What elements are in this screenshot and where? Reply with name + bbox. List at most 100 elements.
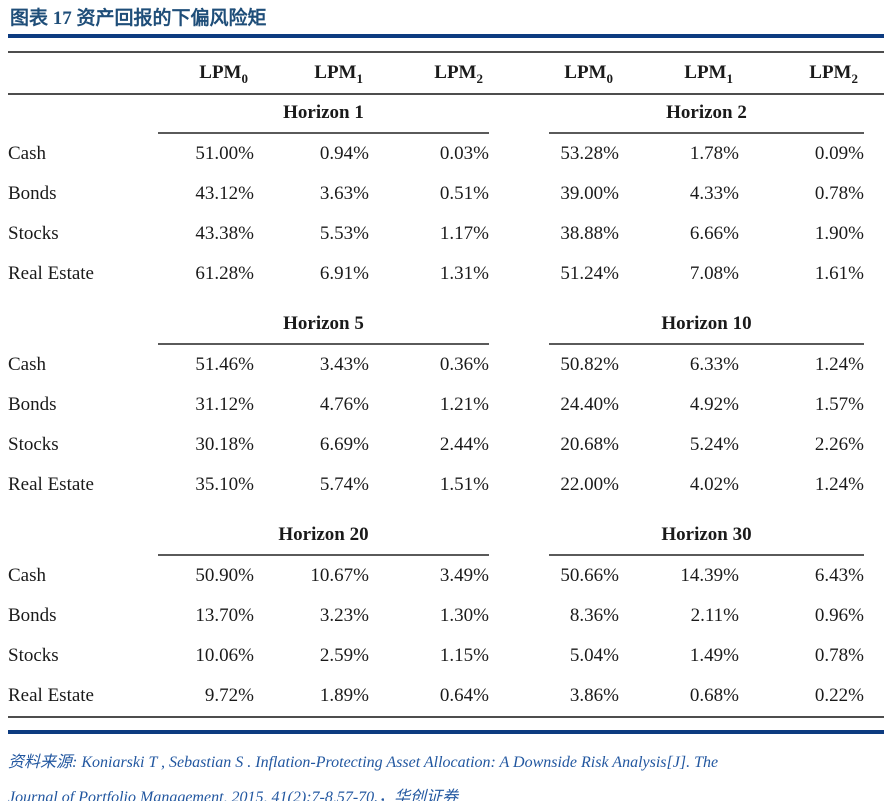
lpm-value-cell: 30.18% — [195, 434, 254, 455]
table-row: Bonds 31.12% 4.76% 1.21% 24.40% 4.92% 1.… — [8, 385, 884, 425]
asset-label: Real Estate — [8, 474, 94, 495]
horizon-row: Horizon 5 Horizon 10 — [8, 294, 884, 345]
lpm-value-cell: 3.43% — [319, 354, 369, 375]
lpm-value-cell: 1.57% — [814, 394, 864, 415]
lpm-value-cell: 38.88% — [560, 223, 619, 244]
lpm-value-cell: 1.78% — [689, 143, 739, 164]
lpm-value-cell: 50.66% — [560, 565, 619, 586]
source-line-1: 资料来源: Koniarski T , Sebastian S . Inflat… — [8, 754, 719, 771]
column-gap — [489, 52, 549, 95]
lpm-value-cell: 2.59% — [319, 645, 369, 666]
lpm-value-cell: 53.28% — [560, 143, 619, 164]
table-row: Stocks 10.06% 2.59% 1.15% 5.04% 1.49% 0.… — [8, 636, 884, 676]
lpm-value-cell: 1.15% — [439, 645, 489, 666]
asset-label: Stocks — [8, 223, 59, 244]
lpm-value-cell: 3.23% — [319, 605, 369, 626]
lpm-value-cell: 1.51% — [439, 474, 489, 495]
lpm-header: LPM1 — [254, 52, 369, 95]
lpm-value-cell: 0.22% — [814, 685, 864, 706]
lpm-value-cell: 3.63% — [319, 183, 369, 204]
horizon-title: Horizon 30 — [549, 505, 864, 556]
lpm-value-cell: 1.49% — [689, 645, 739, 666]
lpm-value-cell: 1.21% — [439, 394, 489, 415]
horizon-title: Horizon 20 — [158, 505, 489, 556]
lpm-value-cell: 1.89% — [319, 685, 369, 706]
lpm-value-cell: 9.72% — [204, 685, 254, 706]
table-row: Cash 51.00% 0.94% 0.03% 53.28% 1.78% 0.0… — [8, 133, 884, 174]
table-right-pad — [864, 52, 884, 95]
horizon-title: Horizon 10 — [549, 294, 864, 345]
figure-title: 图表 17 资产回报的下偏风险矩 — [10, 8, 267, 29]
asset-label: Stocks — [8, 645, 59, 666]
lpm-value-cell: 20.68% — [560, 434, 619, 455]
lpm-value-cell: 6.69% — [319, 434, 369, 455]
asset-label: Cash — [8, 353, 46, 375]
lpm-value-cell: 43.12% — [195, 183, 254, 204]
footer-divider — [8, 730, 884, 734]
lpm-value-cell: 6.33% — [689, 354, 739, 375]
lpm-value-cell: 61.28% — [195, 263, 254, 284]
horizon-row: Horizon 1 Horizon 2 — [8, 94, 884, 134]
lpm-value-cell: 0.36% — [439, 354, 489, 375]
lpm-value-cell: 0.68% — [689, 685, 739, 706]
lpm-value-cell: 1.24% — [814, 474, 864, 495]
lpm-header: LPM0 — [549, 52, 619, 95]
lpm-value-cell: 22.00% — [560, 474, 619, 495]
table-row: Real Estate 61.28% 6.91% 1.31% 51.24% 7.… — [8, 254, 884, 294]
lpm-value-cell: 0.09% — [814, 143, 864, 164]
lpm-value-cell: 4.33% — [689, 183, 739, 204]
lpm-value-cell: 3.49% — [439, 565, 489, 586]
table-row: Bonds 43.12% 3.63% 0.51% 39.00% 4.33% 0.… — [8, 174, 884, 214]
lpm-value-cell: 5.24% — [689, 434, 739, 455]
lpm-value-cell: 1.31% — [439, 263, 489, 284]
title-divider — [8, 34, 884, 38]
lpm-value-cell: 14.39% — [680, 565, 739, 586]
lpm-value-cell: 1.61% — [814, 263, 864, 284]
lpm-header: LPM1 — [619, 52, 739, 95]
lpm-value-cell: 50.90% — [195, 565, 254, 586]
lpm-value-cell: 0.96% — [814, 605, 864, 626]
lpm-value-cell: 1.17% — [439, 223, 489, 244]
lpm-value-cell: 24.40% — [560, 394, 619, 415]
lpm-value-cell: 6.66% — [689, 223, 739, 244]
table-row: Stocks 30.18% 6.69% 2.44% 20.68% 5.24% 2… — [8, 425, 884, 465]
table-row: Real Estate 9.72% 1.89% 0.64% 3.86% 0.68… — [8, 676, 884, 717]
lpm-value-cell: 0.51% — [439, 183, 489, 204]
asset-label: Bonds — [8, 183, 57, 204]
lpm-value-cell: 31.12% — [195, 394, 254, 415]
table-row: Stocks 43.38% 5.53% 1.17% 38.88% 6.66% 1… — [8, 214, 884, 254]
horizon-title: Horizon 1 — [158, 94, 489, 134]
lpm-value-cell: 0.03% — [439, 143, 489, 164]
lpm-value-cell: 3.86% — [569, 685, 619, 706]
lpm-value-cell: 7.08% — [689, 263, 739, 284]
lpm-value-cell: 10.67% — [310, 565, 369, 586]
lpm-value-cell: 51.00% — [195, 143, 254, 164]
asset-label: Real Estate — [8, 685, 94, 706]
horizon-title: Horizon 5 — [158, 294, 489, 345]
lpm-value-cell: 6.43% — [814, 565, 864, 586]
lpm-value-cell: 0.94% — [319, 143, 369, 164]
asset-label: Stocks — [8, 434, 59, 455]
lpm-value-cell: 4.92% — [689, 394, 739, 415]
lpm-value-cell: 1.24% — [814, 354, 864, 375]
asset-label: Bonds — [8, 394, 57, 415]
lpm-value-cell: 2.26% — [814, 434, 864, 455]
lpm-value-cell: 0.64% — [439, 685, 489, 706]
lpm-value-cell: 5.04% — [569, 645, 619, 666]
table-row: Cash 51.46% 3.43% 0.36% 50.82% 6.33% 1.2… — [8, 344, 884, 385]
horizon-row: Horizon 20 Horizon 30 — [8, 505, 884, 556]
lpm-value-cell: 0.78% — [814, 183, 864, 204]
lpm-value-cell: 2.11% — [690, 605, 739, 626]
source-line-2: Journal of Portfolio Management, 2015, 4… — [8, 789, 459, 801]
lpm-value-cell: 0.78% — [814, 645, 864, 666]
asset-label: Real Estate — [8, 263, 94, 284]
lpm-header: LPM2 — [739, 52, 864, 95]
lpm-value-cell: 8.36% — [569, 605, 619, 626]
lpm-value-cell: 10.06% — [195, 645, 254, 666]
table-row: Real Estate 35.10% 5.74% 1.51% 22.00% 4.… — [8, 465, 884, 505]
horizon-title: Horizon 2 — [549, 94, 864, 134]
table-header-row: LPM0 LPM1 LPM2 LPM0 LPM1 LPM2 — [8, 52, 884, 95]
lpm-header: LPM2 — [369, 52, 489, 95]
lpm-value-cell: 39.00% — [560, 183, 619, 204]
